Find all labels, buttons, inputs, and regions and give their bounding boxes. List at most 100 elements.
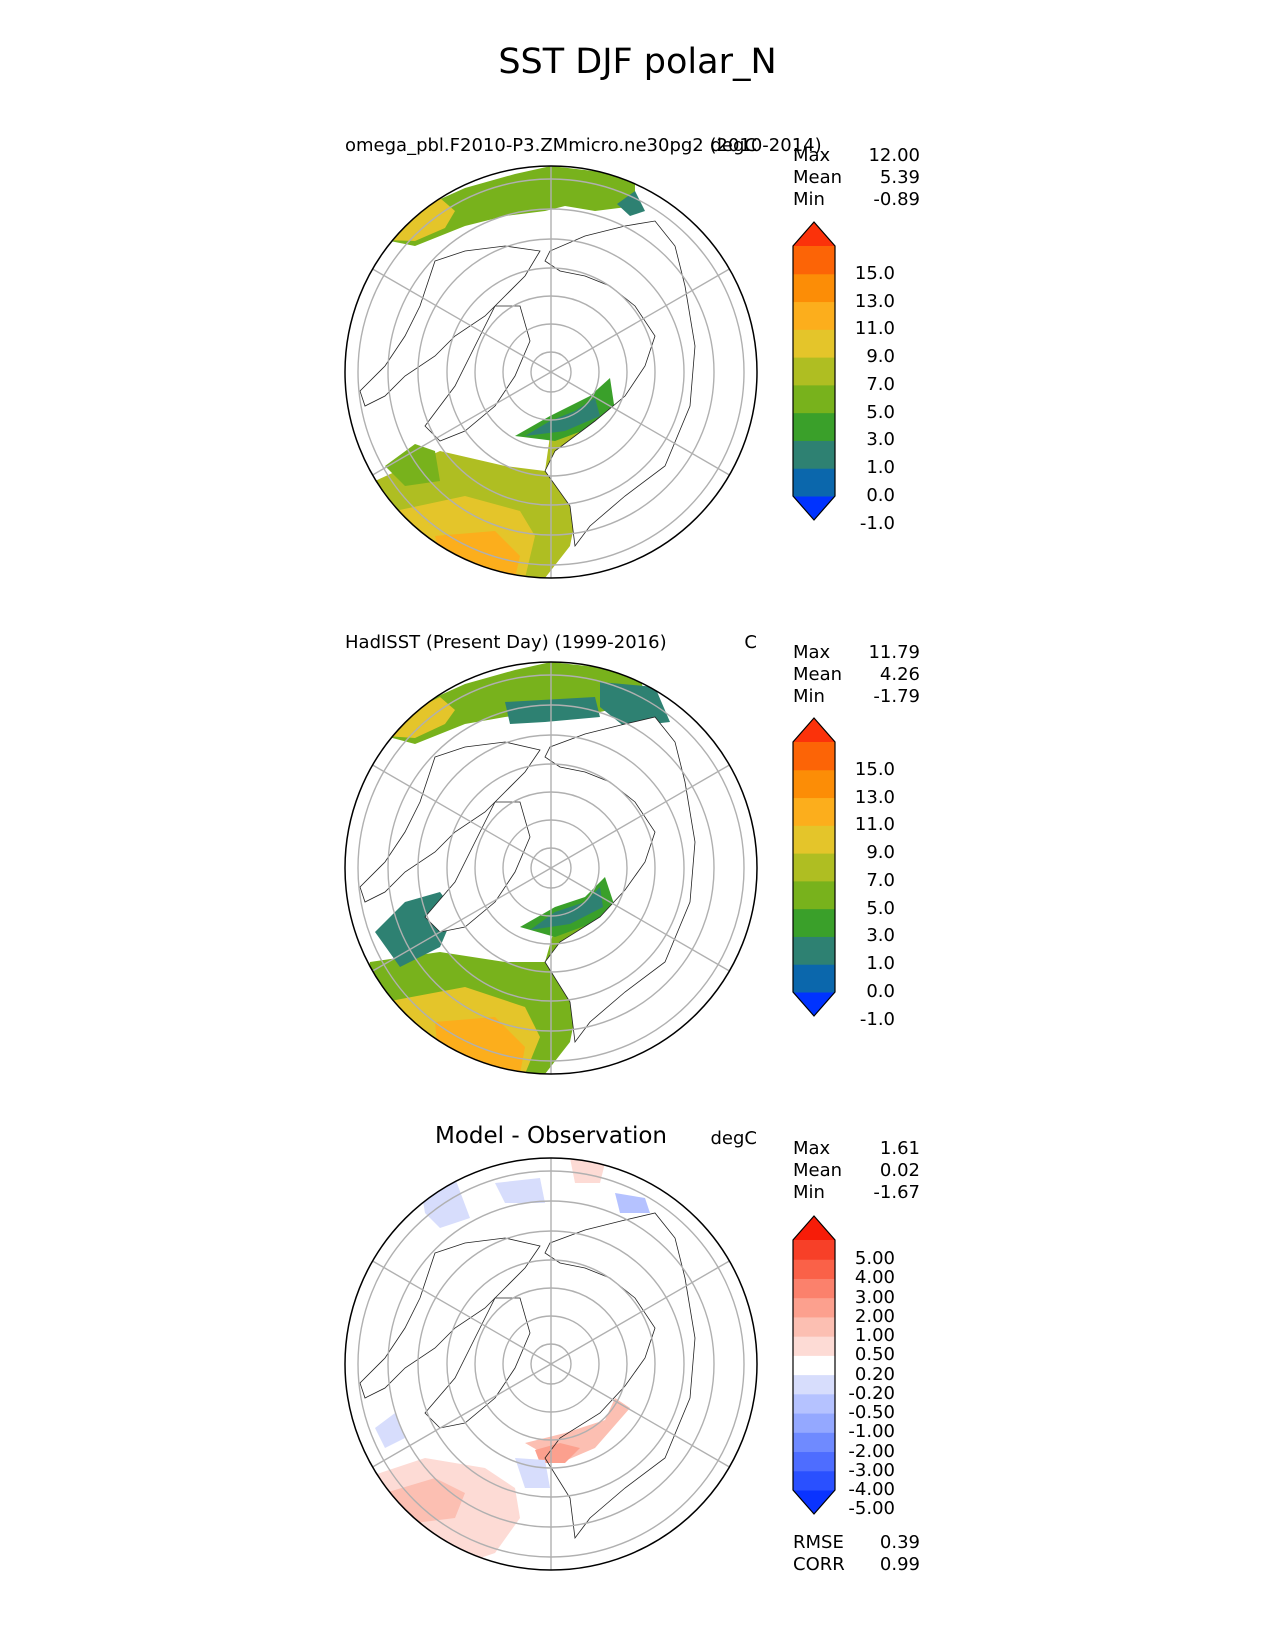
colorbar-tick-label: 4.00	[854, 1267, 895, 1289]
colorbar-swatch	[793, 222, 835, 246]
colorbar-tick-label: 0.0	[866, 981, 895, 1002]
diff-field-nordic-neg	[515, 1458, 550, 1488]
panel-test-stat-mean-value: 5.39	[879, 167, 920, 188]
colorbar-swatch	[793, 718, 835, 742]
colorbar-swatch	[793, 1490, 835, 1514]
colorbar-tick-label: 1.0	[866, 953, 895, 975]
sst-field-pacific-cold	[617, 191, 645, 216]
colorbar-tick-label: 3.0	[866, 925, 895, 947]
colorbar-tick-label: 11.0	[854, 318, 895, 340]
coastline-eurasia	[544, 1212, 696, 1540]
colorbar-swatch	[793, 853, 835, 882]
colorbar-tick-label: 2.00	[854, 1305, 895, 1327]
panel-diff-stat-max-value: 1.61	[879, 1138, 920, 1159]
coastline-north-america	[359, 1237, 541, 1399]
panel-diff-corr-value: 0.99	[879, 1554, 920, 1575]
colorbar-tick-label: 0.0	[866, 485, 895, 506]
coastline-eurasia	[544, 716, 696, 1044]
colorbar-tick-label: 5.0	[866, 401, 895, 423]
colorbar-swatch	[793, 1451, 835, 1472]
colorbar-swatch	[793, 1432, 835, 1453]
panel-diff-colorbar-labels: 5.00 4.00 3.00 2.00 1.00 0.50 0.20 -0.20 -0.50 -1…	[835, 1216, 895, 1518]
panel-ref-stat-min-value: -1.79	[873, 686, 920, 707]
colorbar-tick-label: 3.0	[866, 429, 895, 451]
colorbar-tick-label: -0.20	[848, 1382, 895, 1404]
colorbar-swatch	[793, 468, 835, 497]
colorbar-swatch	[793, 329, 835, 358]
colorbar-swatch	[793, 1278, 835, 1299]
sst-field-pacific-cold	[505, 697, 600, 724]
colorbar-swatch	[793, 1316, 835, 1337]
colorbar-swatch	[793, 301, 835, 330]
colorbar-swatch	[793, 273, 835, 303]
colorbar-tick-label: 7.0	[866, 373, 895, 395]
panel-diff-rmse-value: 0.39	[879, 1532, 920, 1553]
colorbar-swatch	[793, 769, 835, 799]
colorbar-swatch	[793, 384, 835, 414]
coastline-greenland	[424, 1297, 531, 1429]
panel-diff-corr-label: CORR	[793, 1554, 845, 1575]
sst-field-pacific-warm	[385, 697, 455, 738]
panel-diff-stat-mean-label: Mean	[793, 1160, 843, 1181]
diff-field-labrador-neg	[375, 1413, 405, 1448]
panel-diff-rmse-label: RMSE	[793, 1532, 844, 1553]
panel-ref-units: C	[744, 632, 757, 653]
colorbar-swatch	[793, 496, 835, 520]
colorbar-tick-label: -3.00	[848, 1459, 895, 1481]
colorbar-swatch	[793, 936, 835, 965]
diff-field-bering-neg	[615, 1193, 650, 1213]
colorbar-tick-label: 5.00	[854, 1248, 895, 1270]
sst-field-labrador	[385, 444, 440, 486]
coastline-north-america	[359, 741, 541, 903]
colorbar-outline	[792, 221, 836, 521]
colorbar-tick-label: 1.00	[854, 1325, 895, 1347]
colorbar-swatch	[793, 1470, 835, 1491]
colorbar-swatch	[793, 1297, 835, 1318]
colorbar-tick-label: 9.0	[866, 346, 895, 368]
panel-ref-colorbar-labels: 15.0 13.0 11.0 9.0 7.0 5.0 3.0 1.0 0.0 -1.0	[835, 718, 895, 1028]
colorbar-swatch	[793, 1393, 835, 1414]
panel-test-stat-max-label: Max	[793, 145, 831, 166]
panel-test-stat-min-value: -0.89	[873, 189, 920, 210]
colorbar-swatch	[793, 1216, 835, 1240]
panel-ref-title: HadISST (Present Day) (1999-2016)	[345, 632, 667, 653]
coastline-north-america	[359, 245, 541, 407]
colorbar-tick-label: 9.0	[866, 842, 895, 864]
colorbar-tick-label: 11.0	[854, 814, 895, 836]
sst-field-bering	[600, 682, 670, 727]
panel-ref-stat-mean-value: 4.26	[879, 664, 920, 685]
colorbar-tick-label: 3.00	[854, 1286, 895, 1308]
diff-field-nordic-strong	[535, 1443, 580, 1463]
panel-test-title: omega_pbl.F2010-P3.ZMmicro.ne30pg2 (2010…	[345, 135, 822, 156]
colorbar-swatch	[793, 797, 835, 826]
colorbar-tick-label: -1.0	[859, 512, 895, 534]
colorbar-tick-label: 7.0	[866, 869, 895, 891]
colorbar-tick-label: 15.0	[854, 758, 895, 780]
colorbar-tick-label: 5.0	[866, 897, 895, 919]
panel-ref-stat-max-label: Max	[793, 642, 831, 663]
panel-ref-colorbar	[792, 717, 836, 1017]
colorbar-tick-label: 13.0	[854, 290, 895, 312]
panel-test-stat-min-label: Min	[793, 189, 825, 210]
colorbar-swatch	[793, 992, 835, 1016]
colorbar-swatch	[793, 1336, 835, 1356]
panel-test-stat-max-value: 12.00	[868, 145, 920, 166]
colorbar-tick-label: -4.00	[848, 1479, 895, 1500]
colorbar-swatch	[793, 1355, 835, 1376]
panel-test-map	[344, 165, 758, 579]
panel-test-colorbar-labels: 15.0 13.0 11.0 9.0 7.0 5.0 3.0 1.0 0.0 -1.0	[835, 222, 895, 532]
colorbar-swatch	[793, 412, 835, 441]
panel-diff-stat-mean-value: 0.02	[879, 1160, 920, 1181]
sst-field-nordic-cold	[530, 887, 603, 930]
colorbar-outline	[792, 1215, 836, 1515]
colorbar-swatch	[793, 1374, 835, 1395]
panel-diff-stat-min-label: Min	[793, 1182, 825, 1203]
colorbar-swatch	[793, 1259, 835, 1279]
colorbar-tick-label: -1.00	[848, 1421, 895, 1443]
sst-field-pacific-warm	[385, 198, 455, 241]
colorbar-tick-label: -1.0	[859, 1008, 895, 1030]
panel-test-units: degC	[710, 135, 758, 156]
colorbar-tick-label: -0.50	[848, 1402, 895, 1424]
panel-test-stat-mean-label: Mean	[793, 167, 843, 188]
panel-ref-stat-max-value: 11.79	[868, 642, 920, 663]
